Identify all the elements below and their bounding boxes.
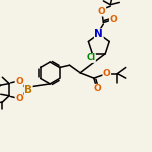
Text: O: O — [103, 69, 111, 78]
Text: Cl: Cl — [86, 54, 95, 62]
Text: O: O — [15, 93, 23, 103]
Text: O: O — [15, 77, 23, 86]
Text: O: O — [98, 7, 106, 16]
Text: O: O — [109, 15, 117, 24]
Text: N: N — [94, 29, 103, 39]
Text: B: B — [24, 85, 32, 95]
Text: O: O — [93, 84, 101, 93]
